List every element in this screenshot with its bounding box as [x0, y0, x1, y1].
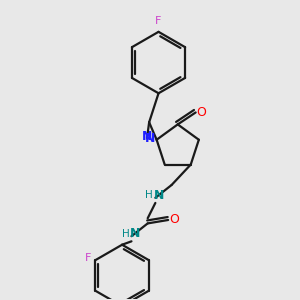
Text: N: N — [145, 131, 155, 145]
Text: O: O — [196, 106, 206, 119]
Text: H: H — [122, 229, 129, 238]
Text: F: F — [155, 16, 162, 26]
Text: N: N — [142, 130, 152, 143]
Text: N: N — [154, 189, 164, 202]
Text: O: O — [169, 214, 179, 226]
Text: F: F — [85, 254, 91, 263]
Text: N: N — [130, 227, 140, 240]
Text: H: H — [146, 190, 153, 200]
